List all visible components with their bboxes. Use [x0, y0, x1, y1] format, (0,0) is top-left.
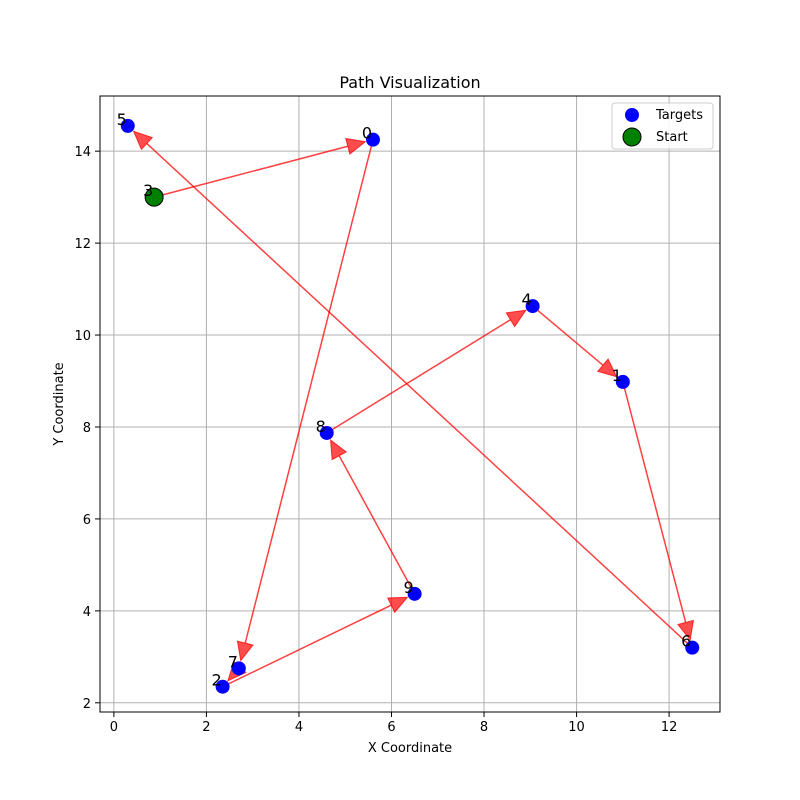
target-label: 8 [316, 417, 326, 436]
path-arrow [329, 438, 416, 595]
chart-title: Path Visualization [339, 73, 480, 92]
legend-start-marker [622, 127, 642, 147]
path-arrow [222, 596, 409, 688]
path-segment [622, 381, 687, 623]
x-tick-label: 6 [387, 720, 395, 735]
path-segment [532, 305, 604, 366]
y-tick-label: 10 [74, 329, 91, 344]
arrow-head [236, 640, 254, 662]
target-point [525, 299, 540, 314]
path-segment [222, 604, 392, 688]
path-segment [338, 455, 416, 595]
target-label: 1 [612, 366, 622, 385]
y-tick-label: 2 [83, 697, 91, 712]
legend: Targets Start [611, 102, 714, 150]
legend-start-label: Start [656, 130, 688, 145]
x-tick-label: 2 [202, 720, 210, 735]
start-label: 3 [143, 181, 153, 200]
target-point [407, 586, 422, 601]
target-label: 7 [228, 652, 238, 671]
x-tick-label: 4 [295, 720, 303, 735]
target-label: 9 [404, 578, 414, 597]
legend-targets-marker [625, 108, 639, 122]
target-label: 2 [212, 671, 222, 690]
path-arrow [326, 309, 527, 434]
y-tick-label: 12 [74, 237, 91, 252]
path-segment [326, 319, 511, 434]
arrow-head [596, 358, 618, 378]
data-points [120, 118, 700, 694]
path-segment [146, 142, 693, 649]
target-point [365, 132, 380, 147]
arrow-head [677, 619, 695, 642]
path-arrow [236, 139, 374, 662]
path-arrow [132, 130, 693, 649]
arrow-head [505, 309, 527, 328]
target-point [615, 374, 630, 389]
grid-lines [100, 96, 720, 712]
target-label: 5 [117, 110, 127, 129]
x-tick-label: 8 [480, 720, 488, 735]
y-tick-label: 14 [74, 145, 91, 160]
legend-targets-label: Targets [655, 108, 703, 123]
path-segment [153, 145, 349, 198]
path-arrows [132, 130, 695, 688]
x-axis-title: X Coordinate [368, 741, 452, 756]
arrow-head [386, 596, 409, 614]
x-tick-label: 12 [661, 720, 678, 735]
arrow-head [345, 137, 367, 155]
plot-frame [99, 95, 721, 713]
target-label: 6 [681, 632, 691, 651]
target-point [319, 425, 334, 440]
start-point [144, 187, 164, 207]
x-tick-label: 0 [110, 720, 118, 735]
arrow-head [132, 130, 154, 151]
path-arrow [532, 305, 618, 378]
path-arrow [622, 381, 695, 642]
y-tick-label: 6 [83, 513, 91, 528]
y-tick-label: 4 [83, 605, 91, 620]
target-point [685, 640, 700, 655]
x-tick-label: 10 [568, 720, 585, 735]
y-tick-label: 8 [83, 421, 91, 436]
target-point [215, 679, 230, 694]
target-point [120, 118, 135, 133]
target-label: 4 [522, 290, 532, 309]
arrow-head [329, 438, 348, 461]
target-point [231, 661, 246, 676]
y-axis-title: Y Coordinate [52, 362, 67, 446]
point-labels: 0 1 2 4 5 6 7 8 9 3 [117, 110, 692, 690]
path-arrow [153, 137, 367, 198]
target-label: 0 [362, 124, 372, 143]
path-segment [244, 139, 374, 644]
